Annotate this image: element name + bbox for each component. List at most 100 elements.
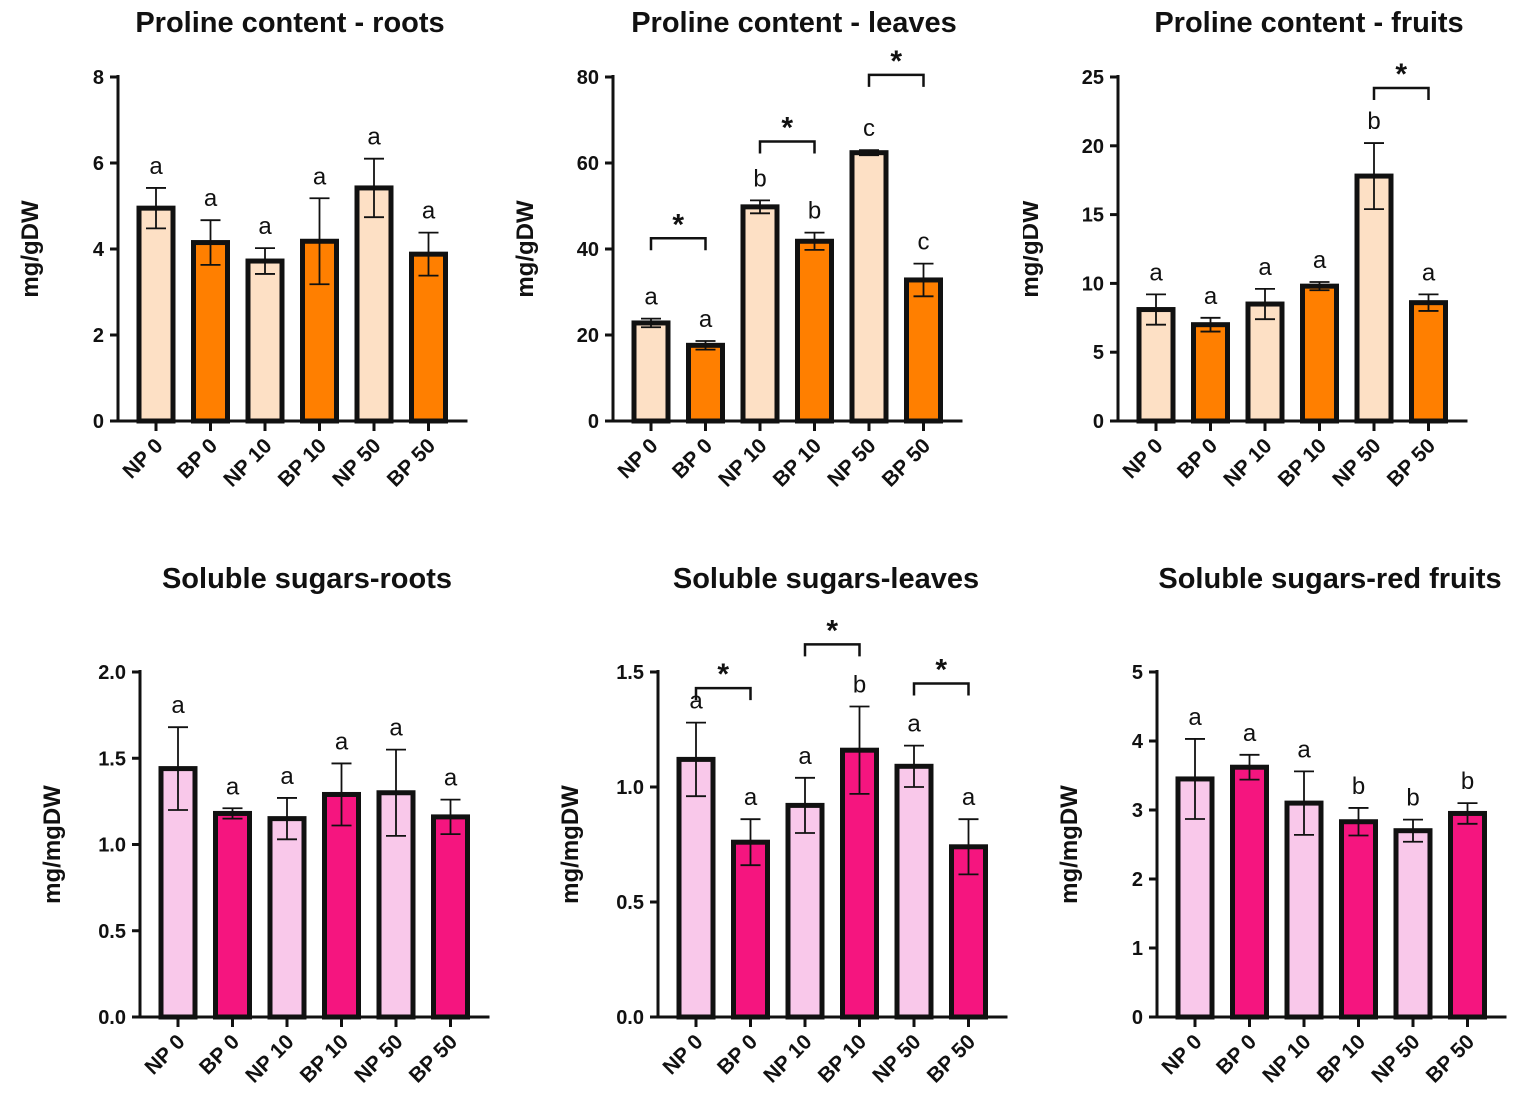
significance-letter: a (149, 153, 163, 180)
significance-letter: a (699, 306, 713, 333)
y-axis-label: mg/gDW (17, 200, 44, 298)
significance-bracket (867, 73, 925, 87)
bar-np-10 (245, 258, 285, 424)
significance-letter: b (753, 165, 766, 192)
x-tick-label: NP 50 (868, 1030, 925, 1087)
chart-svg: Proline content - roots mg/gDW 0 2 4 6 8 a NP 0 a… (17, 7, 468, 492)
bar-np-50 (1354, 173, 1394, 424)
y-tick-label: 1.0 (616, 777, 644, 799)
bar-bp-50 (1409, 300, 1448, 424)
y-tick-label: 20 (577, 325, 599, 347)
significance-asterisk: * (935, 654, 947, 687)
significance-bracket (912, 682, 970, 696)
y-tick-label: 2.0 (98, 662, 126, 684)
significance-letter: a (204, 185, 218, 212)
significance-letter: a (313, 163, 327, 190)
significance-letter: a (798, 743, 812, 770)
y-tick-label: 1.5 (616, 662, 644, 684)
bar-np-50 (894, 763, 934, 1020)
significance-asterisk: * (826, 614, 838, 647)
y-tick-label: 3 (1132, 800, 1143, 822)
bar-bp-0 (1230, 764, 1269, 1020)
y-tick-label: 1.5 (98, 748, 126, 770)
y-tick-label: 4 (1132, 731, 1144, 753)
y-axis-label: mg/mgDW (1056, 785, 1083, 904)
significance-bracket (649, 237, 707, 251)
x-tick-label: NP 50 (350, 1030, 407, 1087)
y-tick-label: 5 (1093, 342, 1104, 364)
chart-title: Soluble sugars-red fruits (1158, 563, 1501, 595)
significance-letter: a (744, 784, 758, 811)
x-tick-label: NP 50 (1328, 434, 1385, 491)
y-tick-label: 25 (1082, 67, 1104, 89)
significance-letter: a (644, 284, 658, 311)
y-tick-label: 6 (93, 153, 104, 175)
significance-letter: c (918, 229, 930, 256)
chart-svg: Proline content - leaves mg/gDW 0 20 40 60 80 a… (512, 7, 963, 492)
y-tick-label: 4 (93, 239, 105, 261)
significance-bracket (803, 643, 861, 657)
x-tick-label: NP 10 (219, 434, 276, 491)
y-tick-label: 1.0 (98, 835, 126, 857)
x-tick-label: NP 0 (119, 434, 168, 483)
chart-panel-6: Soluble sugars-red fruits mg/mgDW 0 1 2 3 4 5 a N… (1023, 556, 1535, 1112)
bar-np-50 (849, 150, 889, 424)
significance-letter: a (422, 198, 436, 225)
significance-letter: a (226, 773, 240, 800)
x-tick-label: NP 10 (714, 434, 771, 491)
x-tick-label: NP 10 (1219, 434, 1276, 491)
significance-letter: c (863, 115, 875, 142)
significance-letter: a (258, 213, 272, 240)
chart-title: Soluble sugars-roots (162, 563, 452, 595)
significance-asterisk: * (717, 658, 729, 691)
significance-asterisk: * (672, 208, 684, 241)
significance-bracket (1372, 86, 1430, 101)
chart-panel-3: Proline content - fruits mg/gDW 0 5 10 15 20 25… (1023, 0, 1535, 556)
x-tick-label: BP 50 (878, 434, 935, 491)
significance-letter: b (1352, 773, 1365, 800)
x-tick-label: NP 10 (1258, 1030, 1315, 1087)
significance-letter: a (689, 688, 703, 715)
x-tick-label: NP 0 (1158, 1030, 1207, 1079)
x-tick-label: BP 10 (769, 434, 826, 491)
x-tick-label: BP 0 (1212, 1030, 1261, 1079)
x-tick-label: NP 10 (759, 1030, 816, 1087)
bar-np-10 (267, 816, 307, 1020)
chart-title: Proline content - fruits (1154, 7, 1463, 39)
bar-np-10 (740, 204, 780, 424)
chart-svg: Soluble sugars-leaves mg/mgDW 0.0 0.5 1.0 1.5… (557, 563, 1008, 1088)
bar-np-50 (354, 185, 394, 424)
significance-letter: a (389, 715, 403, 742)
bar-bp-50 (904, 277, 943, 424)
bar-bp-0 (686, 342, 725, 424)
y-tick-label: 8 (93, 67, 104, 89)
bar-bp-10 (795, 238, 834, 424)
x-tick-label: NP 50 (823, 434, 880, 491)
bar-bp-50 (431, 814, 470, 1020)
significance-letter: b (1367, 108, 1380, 135)
x-tick-label: BP 0 (1173, 434, 1222, 483)
bar-bp-50 (1448, 810, 1487, 1020)
significance-letter: a (962, 784, 976, 811)
y-tick-label: 80 (577, 67, 599, 89)
x-tick-label: BP 10 (274, 434, 331, 491)
significance-letter: b (1461, 768, 1474, 795)
bar-bp-10 (1300, 283, 1339, 424)
y-tick-label: 20 (1082, 136, 1104, 158)
x-tick-label: BP 0 (668, 434, 717, 483)
chart-title: Proline content - leaves (631, 7, 957, 39)
bar-bp-0 (213, 810, 252, 1020)
chart-svg: Soluble sugars-red fruits mg/mgDW 0 1 2 3 4 5 a N… (1056, 563, 1507, 1088)
y-tick-label: 0 (588, 411, 599, 433)
x-tick-label: NP 50 (1367, 1030, 1424, 1087)
y-tick-label: 0.5 (98, 921, 126, 943)
significance-letter: b (1406, 785, 1419, 812)
x-tick-label: NP 0 (614, 434, 663, 483)
significance-letter: a (1297, 736, 1311, 763)
bar-np-0 (136, 205, 176, 424)
x-tick-label: BP 10 (296, 1030, 353, 1087)
significance-bracket (694, 686, 752, 701)
significance-asterisk: * (890, 45, 902, 78)
chart-panel-5: Soluble sugars-leaves mg/mgDW 0.0 0.5 1.0 1.5… (512, 556, 1024, 1112)
y-tick-label: 10 (1082, 273, 1104, 295)
